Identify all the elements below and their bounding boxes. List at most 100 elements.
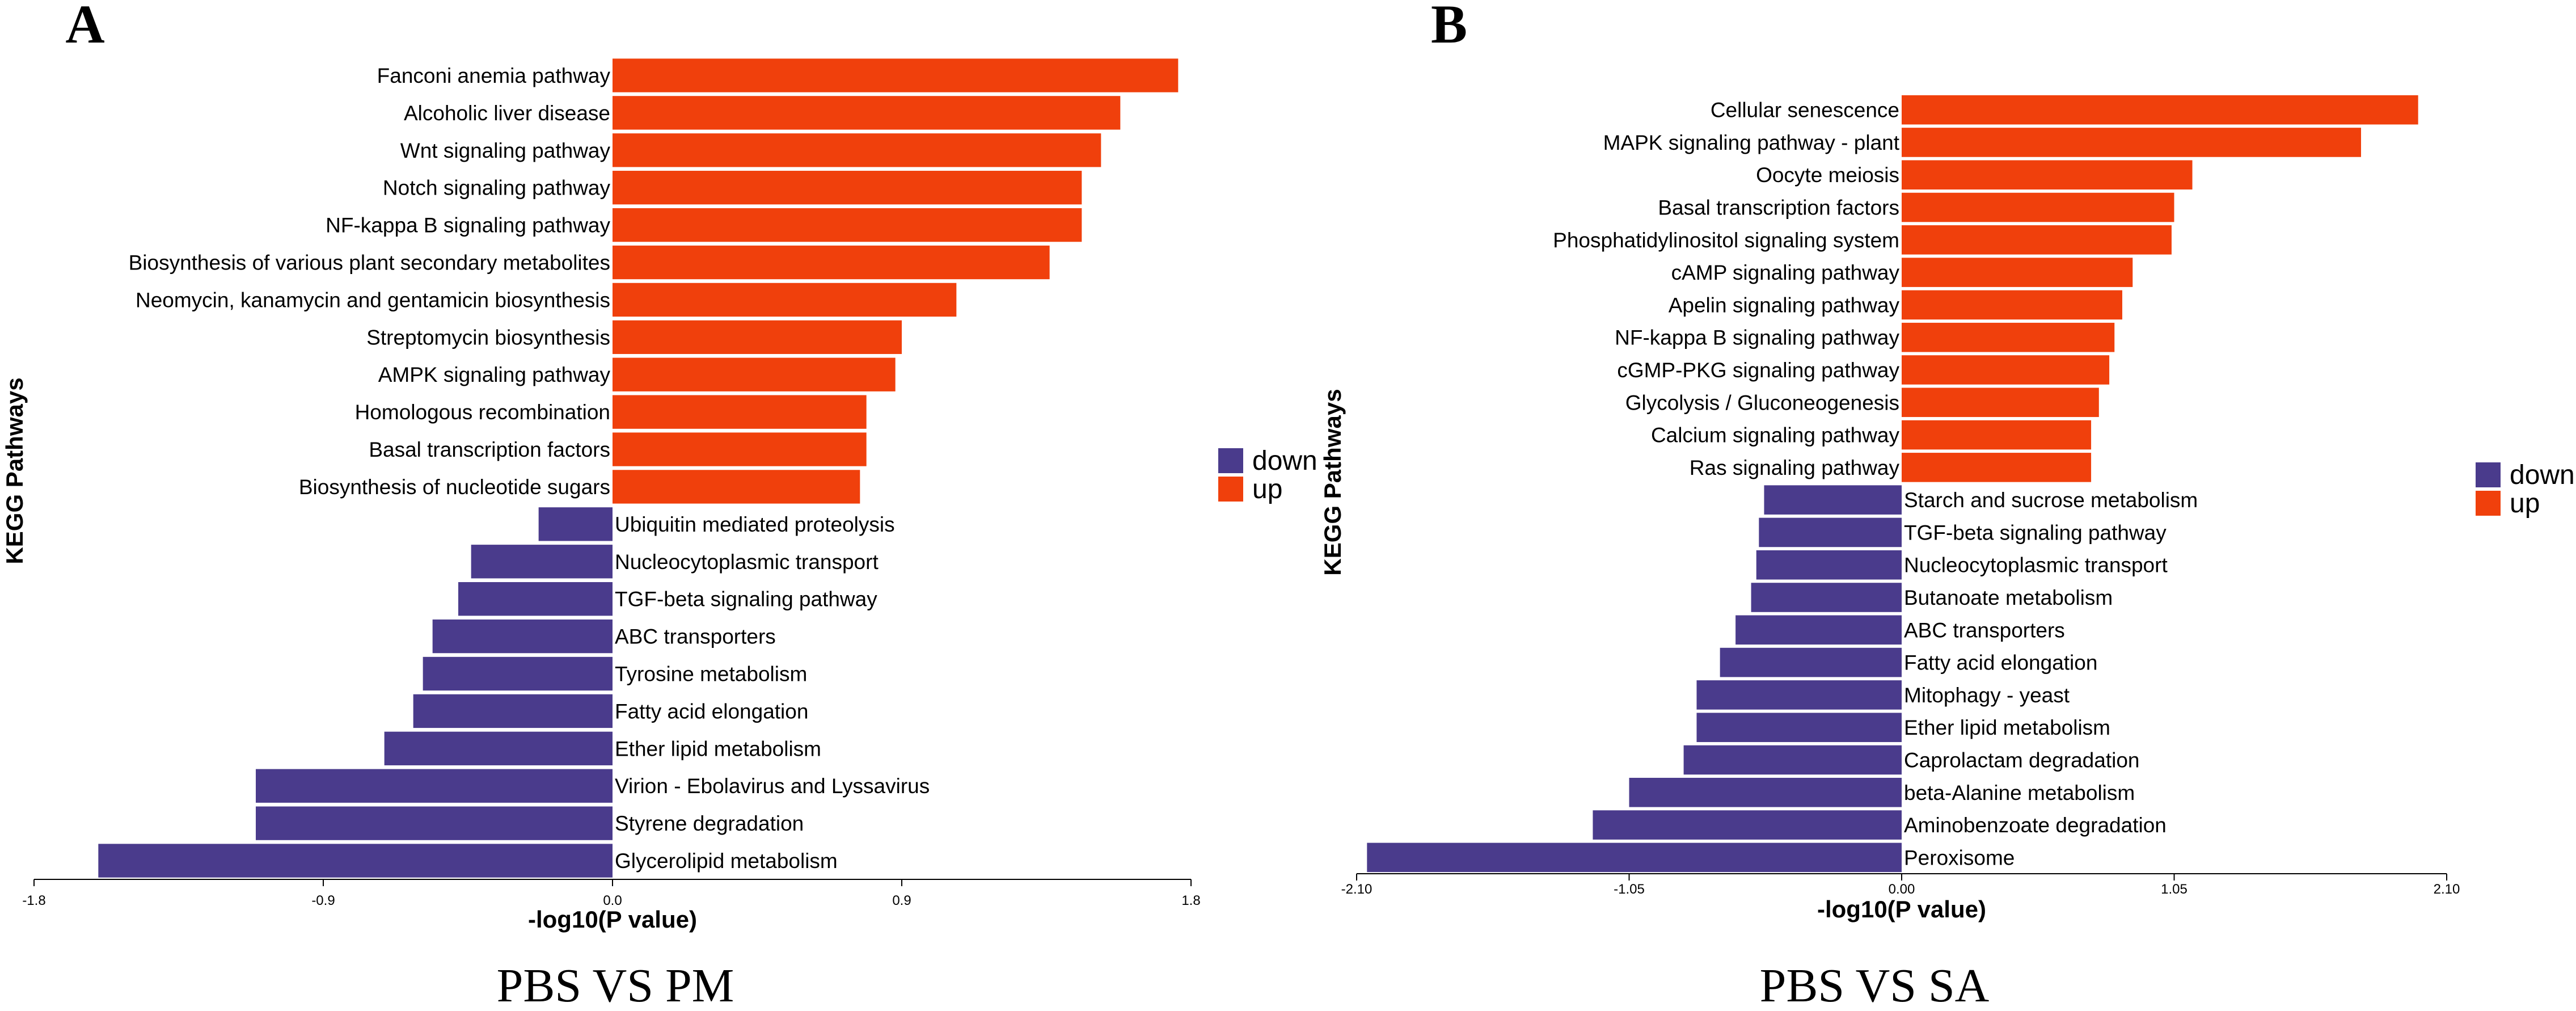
up-bar [1902,453,2092,482]
category-label: Mitophagy - yeast [1904,684,2070,707]
up-bar [1902,192,2174,222]
category-label: Calcium signaling pathway [1651,424,1900,447]
category-label: cGMP-PKG signaling pathway [1617,359,1899,382]
category-label: Basal transcription factors [369,438,610,461]
category-label: Biosynthesis of nucleotide sugars [299,475,610,499]
down-bar [256,806,613,840]
category-label: Caprolactam degradation [1904,748,2139,772]
down-bar [256,769,613,803]
category-label: Glycolysis / Gluconeogenesis [1625,391,1899,414]
up-bar [1902,420,2092,450]
category-label: NF-kappa B signaling pathway [1615,326,1899,349]
up-bar [1902,160,2193,190]
category-label: TGF-beta signaling pathway [615,588,877,611]
x-tick-label: 1.05 [2161,882,2188,897]
category-label: Nucleocytoplasmic transport [615,550,879,574]
legend-swatch-up [2476,491,2501,516]
category-label: Glycerolipid metabolism [615,849,838,873]
down-bar [1683,745,1902,775]
up-bar [613,133,1101,167]
panel-caption: PBS VS PM [497,959,734,1011]
legend-swatch-down [2476,462,2501,487]
category-label: Fanconi anemia pathway [377,64,611,87]
down-bar [458,582,613,616]
x-tick-label: 2.10 [2434,882,2460,897]
up-bar [613,208,1082,242]
legend-label-up: up [2510,488,2540,519]
down-bar [1629,777,1902,807]
up-bar [613,283,957,317]
legend-label-down: down [1252,446,1317,476]
category-label: Alcoholic liver disease [404,102,610,125]
category-label: Cellular senescence [1711,99,1899,122]
x-axis-title: -log10(P value) [528,906,697,933]
down-bar [1759,517,1902,547]
category-label: Oocyte meiosis [1756,163,1899,187]
category-label: MAPK signaling pathway - plant [1603,131,1900,154]
category-label: Peroxisome [1904,846,2015,869]
category-label: Ubiquitin mediated proteolysis [615,513,895,536]
up-bar [1902,355,2110,385]
y-axis-title: KEGG Pathways [1319,389,1346,575]
panel-a: A Fanconi anemia pathway Alcoholic liver d… [1,0,1317,1011]
up-bar [613,245,1050,280]
panel-b: B Cellular senescence MAPK signaling pathw… [1319,0,2575,1011]
panel-letter: B [1431,0,1467,54]
category-label: Phosphatidylinositol signaling system [1553,229,1899,252]
up-bar [1902,322,2115,352]
category-label: Aminobenzoate degradation [1904,814,2167,837]
x-tick-label: 1.8 [1181,893,1200,908]
down-bar [1764,485,1902,515]
down-bar [432,619,613,654]
category-label: Fatty acid elongation [615,700,808,723]
x-tick-label: -2.10 [1341,882,1373,897]
category-label: Virion - Ebolavirus and Lyssavirus [615,774,930,798]
category-label: Ether lipid metabolism [1904,716,2110,739]
up-bar [1902,128,2361,157]
up-bar [1902,290,2122,320]
down-bar [471,545,613,579]
down-bar [98,844,613,878]
panel-caption: PBS VS SA [1760,959,1990,1011]
down-bar [1735,615,1902,645]
up-bar [1902,95,2418,125]
category-label: Wnt signaling pathway [400,139,611,162]
category-label: Neomycin, kanamycin and gentamicin biosy… [136,288,610,311]
panel-letter: A [65,0,104,54]
category-label: Nucleocytoplasmic transport [1904,554,2168,577]
category-label: AMPK signaling pathway [378,363,611,386]
category-label: cAMP signaling pathway [1671,261,1900,284]
legend-swatch-up [1218,477,1243,502]
down-bar [384,731,613,765]
up-bar [1902,387,2099,418]
up-bar [613,432,867,466]
up-bar [613,96,1121,130]
up-bar [613,58,1179,92]
category-label: TGF-beta signaling pathway [1904,521,2167,544]
category-label: Ras signaling pathway [1690,456,1900,479]
x-tick-label: -1.8 [22,893,45,908]
down-bar [1720,647,1902,677]
down-bar [1751,583,1902,612]
up-bar [613,470,860,504]
legend-label-down: down [2510,460,2575,490]
up-bar [613,357,896,391]
category-label: Butanoate metabolism [1904,586,2113,609]
category-label: Notch signaling pathway [383,176,611,200]
up-bar [613,171,1082,205]
category-label: Basal transcription factors [1658,196,1899,220]
category-label: NF-kappa B signaling pathway [326,214,610,237]
category-label: Fatty acid elongation [1904,651,2097,675]
x-tick-label: -1.05 [1614,882,1645,897]
down-bar [413,694,613,728]
down-bar [1367,842,1902,873]
down-bar [423,656,613,691]
category-label: Biosynthesis of various plant secondary … [129,251,610,275]
category-label: ABC transporters [1904,618,2065,642]
x-tick-label: 0.0 [603,893,622,908]
x-tick-label: 0.00 [1889,882,1915,897]
up-bar [1902,225,2172,255]
category-label: Ether lipid metabolism [615,737,821,760]
category-label: Styrene degradation [615,812,804,835]
